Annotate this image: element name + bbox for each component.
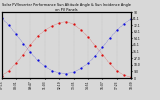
Title: Solar PV/Inverter Performance Sun Altitude Angle & Sun Incidence Angle on PV Pan: Solar PV/Inverter Performance Sun Altitu… bbox=[2, 3, 131, 12]
